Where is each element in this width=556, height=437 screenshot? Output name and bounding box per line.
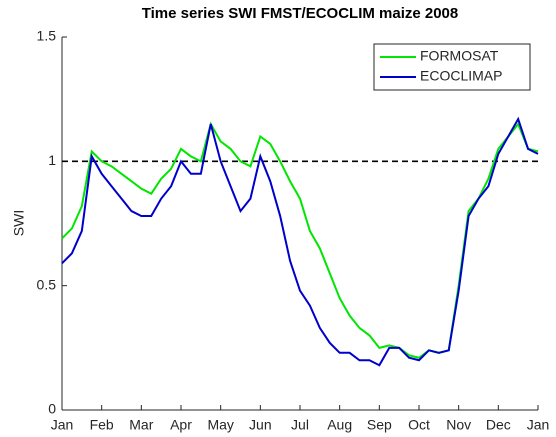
x-tick-label: Dec	[486, 417, 511, 433]
data-line	[61, 121, 539, 359]
x-tick-label: Jul	[291, 417, 309, 433]
x-tick-label: Nov	[446, 417, 471, 433]
x-tick-label: Apr	[170, 417, 192, 433]
y-tick-label: 0	[48, 401, 56, 417]
x-tick-label: Jan	[527, 417, 550, 433]
x-tick-label: Oct	[408, 417, 430, 433]
y-axis-label: SWI	[11, 210, 27, 236]
chart-title: Time series SWI FMST/ECOCLIM maize 2008	[142, 5, 459, 22]
x-tick-label: May	[207, 417, 233, 433]
y-tick-label: 0.5	[37, 276, 57, 292]
legend-label: ECOCLIMAP	[420, 68, 502, 84]
y-tick-label: 1	[48, 152, 56, 168]
x-tick-label: Mar	[129, 417, 153, 433]
y-tick-label: 1.5	[37, 28, 57, 44]
x-tick-label: Jun	[249, 417, 272, 433]
x-tick-label: Jan	[51, 417, 74, 433]
x-tick-label: Feb	[90, 417, 114, 433]
data-line	[61, 116, 539, 367]
x-tick-label: Aug	[327, 417, 352, 433]
x-tick-label: Sep	[367, 417, 392, 433]
legend-box	[373, 43, 531, 91]
legend-label: FORMOSAT	[420, 48, 499, 64]
